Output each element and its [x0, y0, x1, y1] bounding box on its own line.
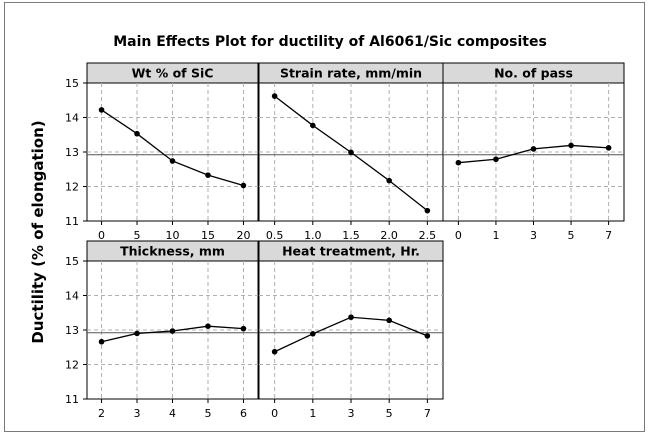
y-tick-label: 15 [65, 255, 79, 268]
x-tick-label: 20 [236, 229, 250, 242]
data-point [424, 207, 431, 214]
x-tick-label: 6 [240, 407, 247, 420]
data-point [169, 328, 176, 334]
x-tick-label: 2.0 [380, 229, 398, 242]
x-tick-label: 0 [455, 229, 462, 242]
panel-title: Heat treatment, Hr. [282, 244, 420, 259]
x-tick-label: 5 [386, 407, 393, 420]
x-tick-label: 5 [204, 407, 211, 420]
data-point [240, 182, 247, 189]
data-point [493, 156, 499, 163]
x-tick-label: 2 [98, 407, 105, 420]
x-tick-label: 0 [271, 407, 278, 420]
y-tick-label: 11 [65, 393, 79, 406]
data-point [271, 348, 278, 355]
x-tick-label: 3 [348, 407, 355, 420]
data-point [98, 338, 105, 345]
data-point [605, 145, 612, 151]
y-tick-label: 13 [65, 324, 79, 337]
x-tick-label: 10 [166, 229, 180, 242]
panel-3: No. of pass 0 1 3 5 7 [442, 62, 625, 242]
data-point [271, 93, 278, 99]
x-tick-label: 0 [98, 229, 105, 242]
data-point [205, 172, 211, 178]
data-point [424, 333, 431, 339]
x-tick-label: 2.5 [419, 229, 437, 242]
data-point [568, 142, 574, 149]
data-point [455, 159, 462, 166]
panel-2: Strain rate, mm/min 0.5 1.0 1.5 2.0 2.5 [258, 62, 444, 242]
data-point [386, 317, 392, 324]
y-tick-label: 11 [65, 215, 79, 228]
x-tick-label: 1 [309, 407, 316, 420]
data-point [240, 325, 247, 332]
data-point [530, 146, 537, 152]
x-tick-label: 4 [169, 407, 176, 420]
data-point [134, 330, 140, 337]
panel-title: No. of pass [494, 66, 573, 81]
x-tick-label: 7 [424, 407, 431, 420]
data-point [205, 323, 211, 330]
data-point [348, 314, 354, 321]
x-tick-label: 0.5 [266, 229, 284, 242]
x-tick-label: 1.5 [342, 229, 360, 242]
x-tick-label: 5 [568, 229, 575, 242]
y-tick-label: 15 [65, 77, 79, 90]
data-point [169, 158, 176, 164]
x-tick-label: 5 [134, 229, 141, 242]
data-point [98, 107, 105, 113]
y-tick-label: 12 [65, 181, 79, 194]
figure-frame [4, 2, 645, 432]
x-tick-label: 1.0 [304, 229, 322, 242]
panel-4: Thickness, mm 2 3 4 5 6 11 12 13 14 15 [65, 240, 259, 420]
data-point [310, 122, 316, 129]
x-tick-label: 3 [134, 407, 141, 420]
y-axis-label: Ductility (% of elongation) [29, 120, 47, 343]
data-point [310, 330, 316, 337]
data-point [134, 130, 140, 137]
data-point [386, 177, 392, 184]
y-tick-label: 13 [65, 146, 79, 159]
data-point [348, 149, 354, 156]
x-tick-label: 7 [605, 229, 612, 242]
panel-title: Thickness, mm [120, 244, 225, 259]
chart-title: Main Effects Plot for ductility of Al606… [113, 34, 547, 50]
panel-1: Wt % of SiC 0 5 10 15 20 11 12 13 14 15 [65, 62, 259, 242]
y-tick-label: 14 [65, 290, 79, 303]
x-tick-label: 15 [201, 229, 215, 242]
x-tick-label: 3 [530, 229, 537, 242]
panel-title: Wt % of SiC [132, 66, 214, 81]
panel-title: Strain rate, mm/min [280, 66, 422, 81]
panel-5: Heat treatment, Hr. 0 1 3 5 7 [258, 240, 444, 420]
y-tick-label: 14 [65, 112, 79, 125]
x-tick-label: 1 [492, 229, 499, 242]
y-tick-label: 12 [65, 359, 79, 372]
